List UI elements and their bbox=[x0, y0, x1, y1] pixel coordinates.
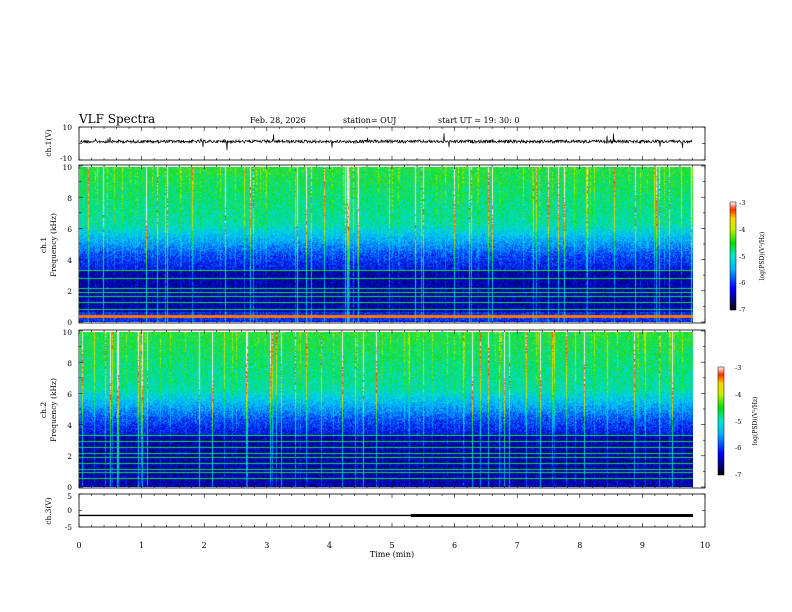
ch1-cbar-tick-m4: -4 bbox=[739, 226, 745, 234]
ch3-panel: 5 0 -5 ch.3(V) 0 1 2 3 4 5 6 7 8 9 10 Ti… bbox=[44, 492, 710, 559]
ch1-spectrogram-image bbox=[79, 167, 693, 322]
time-tick-2: 2 bbox=[202, 541, 207, 550]
ch2-cbar-tick-m7: -7 bbox=[735, 471, 741, 479]
start-time-label: start UT = 19: 30: 0 bbox=[438, 116, 519, 125]
ch2-freq-tick-4: 4 bbox=[67, 421, 72, 430]
ch1-colorbar bbox=[729, 201, 737, 311]
figure-title: VLF Spectra bbox=[78, 112, 155, 126]
ch2-spectrogram-ylabel: Frequency (kHz) bbox=[49, 378, 58, 442]
ch1-spectrogram-panel: 0 2 4 6 8 10 ch.1 Frequency (kHz) -3 -4 … bbox=[39, 163, 766, 327]
ch2-spectrogram-prefix: ch.2 bbox=[39, 402, 48, 418]
axis-tick-marks bbox=[78, 126, 706, 528]
ch2-yticks: 0 2 4 6 8 10 bbox=[62, 328, 72, 492]
time-tick-7: 7 bbox=[515, 541, 520, 550]
ch2-colorbar-label: log(PSD)(V²/Hz) bbox=[752, 397, 759, 446]
ch2-freq-tick-0: 0 bbox=[67, 483, 72, 492]
ch1-waveform-panel: 10 -10 ch.1(V) bbox=[44, 123, 706, 163]
ch2-spectrogram-panel: 0 2 4 6 8 10 ch.2 Frequency (kHz) -3 -4 … bbox=[39, 328, 759, 492]
ch1-freq-tick-8: 8 bbox=[67, 194, 72, 203]
ch3-ytick-bottom: -5 bbox=[65, 523, 73, 532]
ch1-cbar-tick-m7: -7 bbox=[739, 306, 745, 314]
time-axis-ticks: 0 1 2 3 4 5 6 7 8 9 10 bbox=[76, 541, 710, 550]
ch1-waveform-ylabel: ch.1(V) bbox=[44, 129, 53, 157]
ch3-ytick-top: 5 bbox=[67, 492, 72, 501]
time-tick-4: 4 bbox=[327, 541, 332, 550]
ch1-cbar-tick-m5: -5 bbox=[739, 253, 745, 261]
time-tick-1: 1 bbox=[139, 541, 144, 550]
ch3-ylabel: ch.3(V) bbox=[44, 497, 53, 525]
time-tick-8: 8 bbox=[577, 541, 582, 550]
ch1-freq-tick-0: 0 bbox=[67, 318, 72, 327]
date-label: Feb. 28, 2026 bbox=[250, 116, 306, 125]
ch1-spectrogram-ylabel: Frequency (kHz) bbox=[49, 213, 58, 277]
ch3-frame bbox=[78, 493, 706, 528]
ch2-colorbar bbox=[717, 366, 725, 476]
ch1-waveform-frame bbox=[78, 126, 706, 161]
ch2-freq-tick-8: 8 bbox=[67, 359, 72, 368]
ch2-cbar-tick-m4: -4 bbox=[735, 391, 741, 399]
ch1-freq-tick-6: 6 bbox=[67, 225, 72, 234]
ch2-cbar-tick-m5: -5 bbox=[735, 418, 741, 426]
ch1-freq-tick-10: 10 bbox=[62, 163, 72, 172]
ch1-ytick-bottom: -10 bbox=[60, 154, 72, 163]
ch1-freq-tick-4: 4 bbox=[67, 256, 72, 265]
ch1-colorbar-label: log(PSD)(V²/Hz) bbox=[759, 232, 766, 281]
ch2-spectrogram-image bbox=[79, 332, 693, 487]
ch1-yticks: 0 2 4 6 8 10 bbox=[62, 163, 72, 327]
time-tick-3: 3 bbox=[264, 541, 269, 550]
time-tick-0: 0 bbox=[76, 541, 81, 550]
time-tick-5: 5 bbox=[389, 541, 394, 550]
time-tick-6: 6 bbox=[452, 541, 457, 550]
time-tick-9: 9 bbox=[640, 541, 645, 550]
ch1-freq-tick-2: 2 bbox=[67, 287, 72, 296]
ch1-spectrogram-prefix: ch.1 bbox=[39, 237, 48, 253]
ch2-cbar-tick-m6: -6 bbox=[735, 444, 741, 452]
ch1-cbar-tick-m6: -6 bbox=[739, 279, 745, 287]
time-axis-label: Time (min) bbox=[370, 550, 414, 559]
ch1-waveform-line bbox=[79, 133, 693, 151]
ch2-freq-tick-10: 10 bbox=[62, 328, 72, 337]
ch1-cbar-tick-m3: -3 bbox=[739, 199, 745, 207]
ch2-cbar-tick-m3: -3 bbox=[735, 364, 741, 372]
ch2-freq-tick-6: 6 bbox=[67, 390, 72, 399]
ch3-ytick-mid: 0 bbox=[67, 506, 72, 515]
ch1-ytick-top: 10 bbox=[62, 123, 72, 132]
time-tick-10: 10 bbox=[700, 541, 710, 550]
ch2-freq-tick-2: 2 bbox=[67, 452, 72, 461]
station-label: station= OUJ bbox=[343, 116, 396, 125]
